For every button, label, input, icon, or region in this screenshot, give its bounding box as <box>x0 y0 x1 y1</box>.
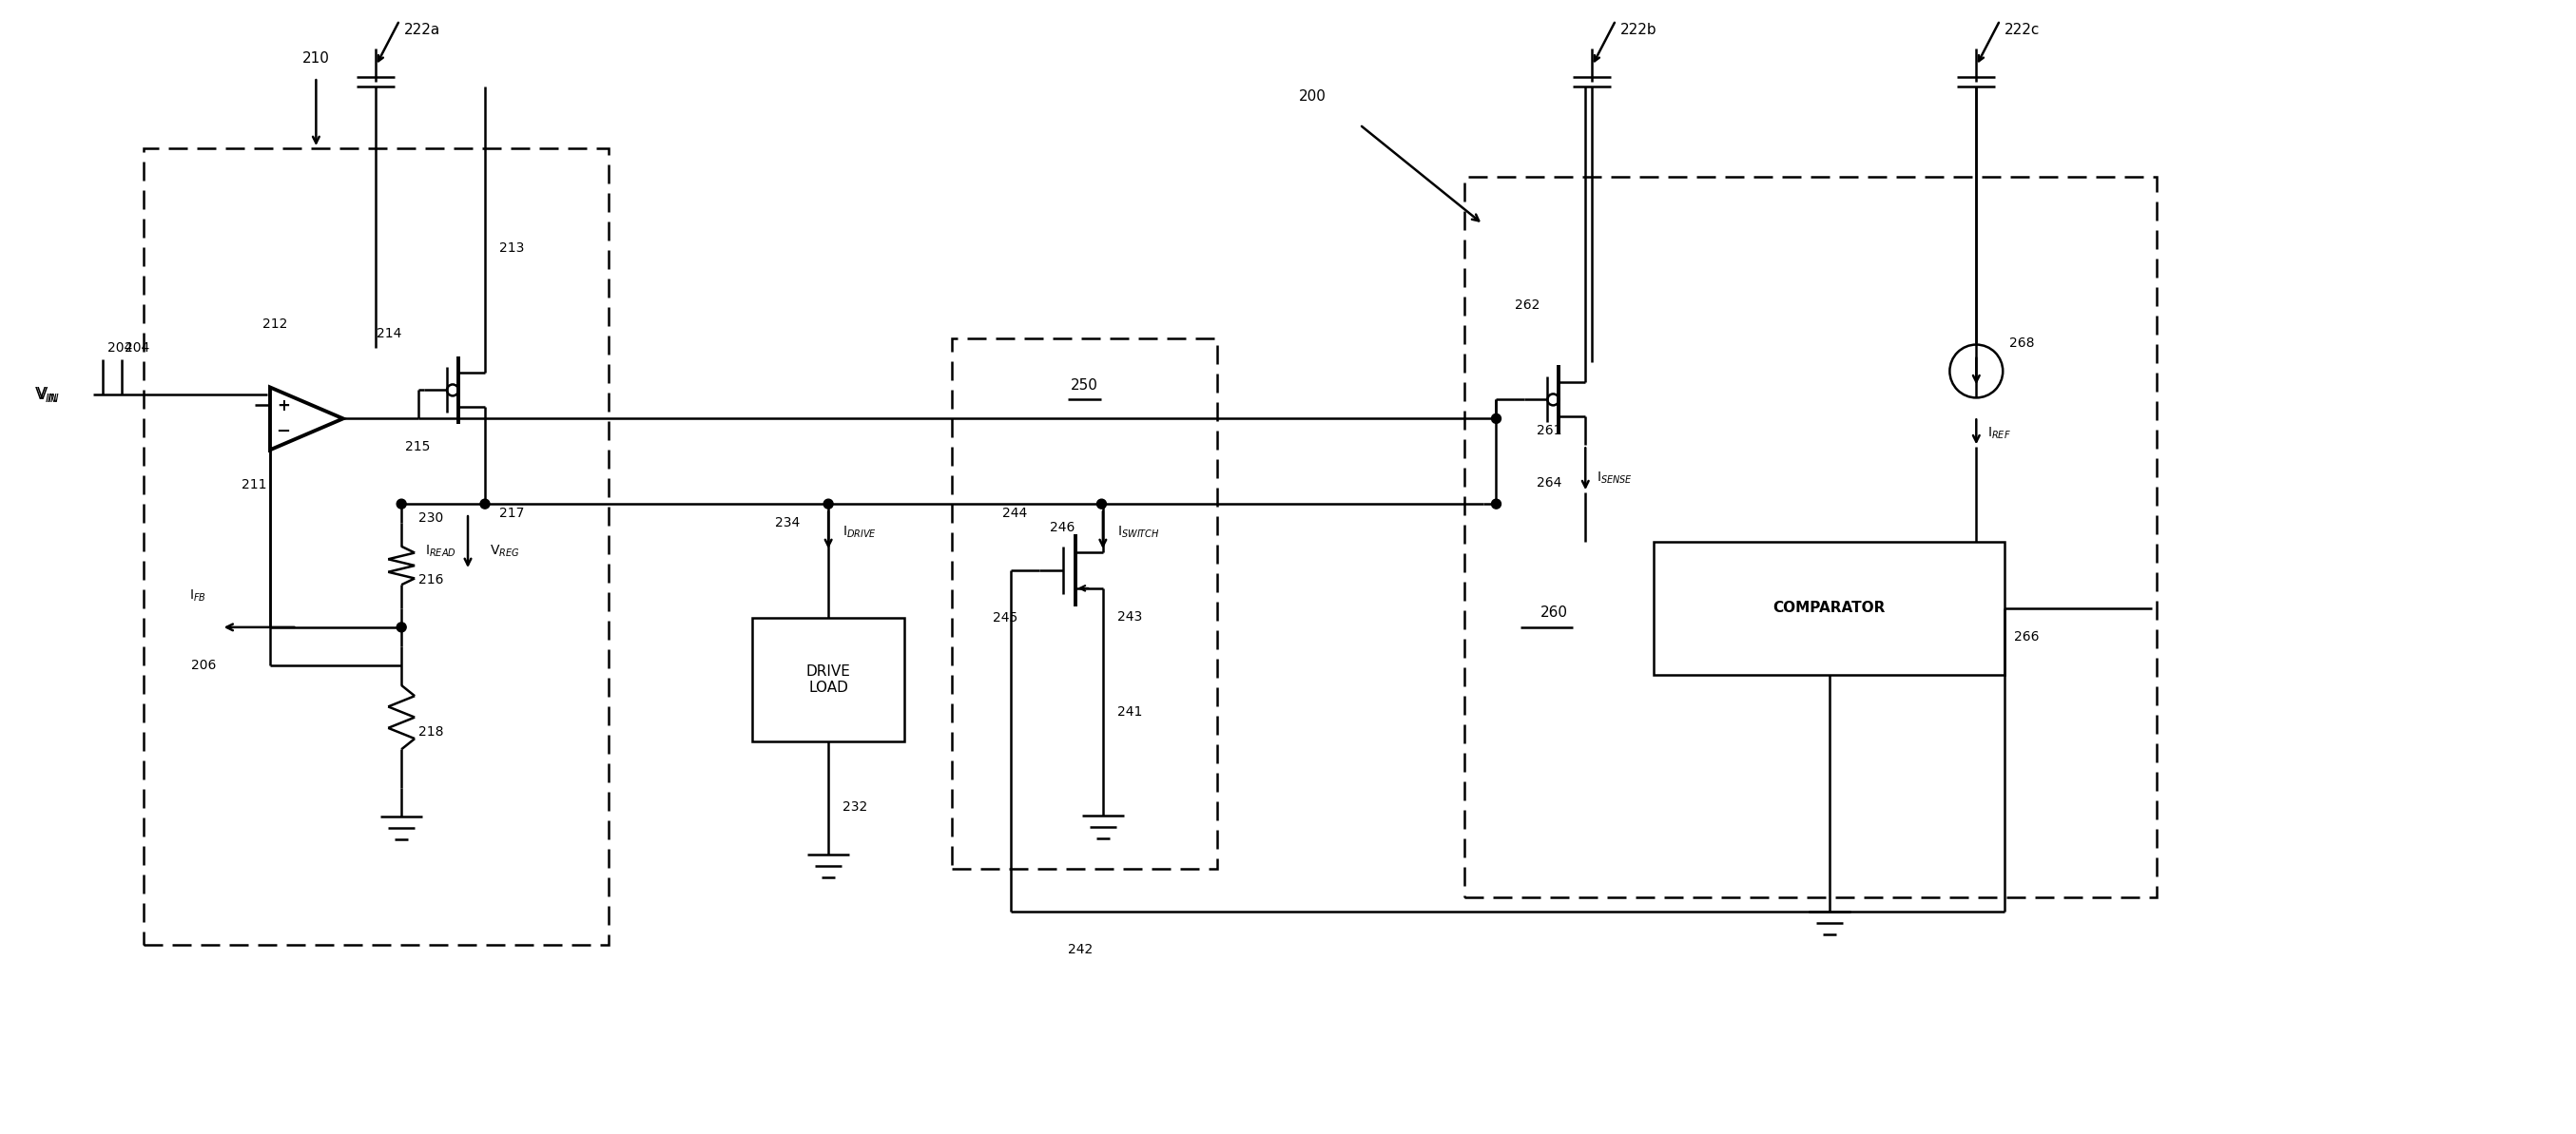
Text: 216: 216 <box>417 573 443 586</box>
Text: 204: 204 <box>124 341 149 354</box>
Text: 210: 210 <box>301 51 330 66</box>
Text: 212: 212 <box>263 318 289 330</box>
Circle shape <box>824 499 832 509</box>
Text: 246: 246 <box>1048 521 1074 534</box>
Text: 245: 245 <box>994 611 1018 625</box>
Text: 261: 261 <box>1535 424 1561 438</box>
Text: 222a: 222a <box>404 23 440 37</box>
Text: DRIVE
LOAD: DRIVE LOAD <box>806 665 850 695</box>
Text: COMPARATOR: COMPARATOR <box>1772 601 1886 616</box>
Text: 222b: 222b <box>1620 23 1656 37</box>
Text: 262: 262 <box>1515 298 1540 312</box>
Text: 243: 243 <box>1118 610 1141 624</box>
Text: 222c: 222c <box>2004 23 2040 37</box>
Bar <box>1654 542 2004 675</box>
Text: V$_{IN}$: V$_{IN}$ <box>36 386 59 405</box>
Text: I$_{REF}$: I$_{REF}$ <box>1989 425 2012 441</box>
Bar <box>1463 177 2156 897</box>
Text: I$_{SWITCH}$: I$_{SWITCH}$ <box>1118 525 1159 540</box>
Text: I$_{DRIVE}$: I$_{DRIVE}$ <box>842 525 876 540</box>
Circle shape <box>1492 499 1502 509</box>
Text: 244: 244 <box>1002 507 1028 521</box>
Bar <box>752 618 904 741</box>
Text: 214: 214 <box>376 327 402 340</box>
Text: 264: 264 <box>1538 476 1561 490</box>
Text: 268: 268 <box>2009 336 2035 349</box>
Circle shape <box>479 499 489 509</box>
Text: 217: 217 <box>500 507 526 521</box>
Text: −: − <box>276 423 291 440</box>
Text: 242: 242 <box>1066 943 1092 956</box>
Text: 200: 200 <box>1298 90 1327 103</box>
Text: 215: 215 <box>404 440 430 454</box>
Text: 232: 232 <box>842 801 868 814</box>
Text: 211: 211 <box>242 479 268 492</box>
Bar <box>144 149 608 945</box>
Text: 206: 206 <box>191 659 216 671</box>
Text: I$_{FB}$: I$_{FB}$ <box>188 587 206 603</box>
Circle shape <box>397 499 407 509</box>
Circle shape <box>1492 414 1502 423</box>
Circle shape <box>1097 499 1105 509</box>
Text: I$_{READ}$: I$_{READ}$ <box>425 543 456 559</box>
Circle shape <box>397 623 407 632</box>
Text: 213: 213 <box>500 242 526 254</box>
Text: 218: 218 <box>417 725 443 738</box>
Text: 241: 241 <box>1118 705 1141 718</box>
Text: 250: 250 <box>1072 379 1097 392</box>
Text: 230: 230 <box>417 511 443 525</box>
Text: 234: 234 <box>775 516 801 530</box>
Bar <box>951 338 1218 869</box>
Text: 260: 260 <box>1540 606 1566 620</box>
Text: 266: 266 <box>2014 631 2040 643</box>
Text: 204: 204 <box>108 341 131 354</box>
Text: V$_{IN}$: V$_{IN}$ <box>33 386 59 405</box>
Text: +: + <box>276 397 289 414</box>
Text: I$_{SENSE}$: I$_{SENSE}$ <box>1597 471 1633 486</box>
Text: V$_{REG}$: V$_{REG}$ <box>489 543 520 559</box>
